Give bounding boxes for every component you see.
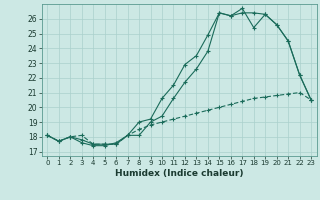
X-axis label: Humidex (Indice chaleur): Humidex (Indice chaleur) xyxy=(115,169,244,178)
